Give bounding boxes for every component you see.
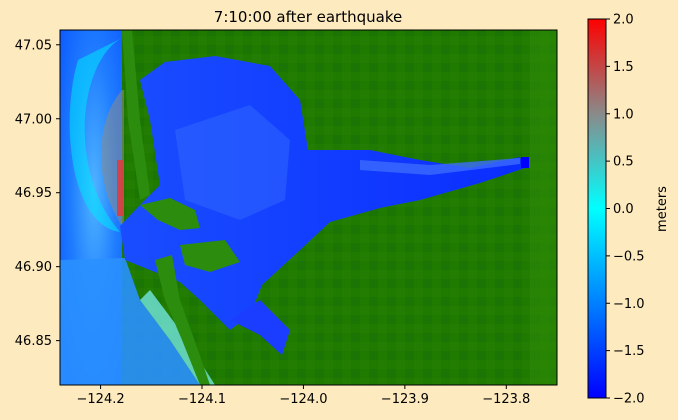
south-spit — [155, 255, 210, 385]
x-tick-label: −123.8 — [482, 392, 530, 407]
y-tick-label: 47.05 — [15, 38, 52, 53]
plot-area — [60, 30, 557, 385]
y-tick-label: 46.85 — [15, 334, 52, 349]
island-west — [140, 198, 200, 230]
colorbar-tick-label: −2.0 — [613, 392, 645, 407]
east-marker — [521, 157, 529, 168]
x-axis: −124.2 −124.1 −124.0 −123.9 −123.8 — [77, 385, 530, 407]
southern-ocean — [60, 258, 200, 385]
ocean-wave-front — [69, 38, 122, 232]
colorbar — [587, 18, 607, 399]
bay-center-light — [175, 105, 290, 220]
colorbar-tick-label: 1.5 — [613, 60, 634, 75]
y-axis: 46.85 46.90 46.95 47.00 47.05 — [15, 38, 60, 349]
colorbar-tick-label: −1.0 — [613, 297, 645, 312]
channel-east — [360, 158, 520, 175]
colorbar-tick-label: 2.0 — [613, 13, 634, 28]
north-spit — [122, 30, 150, 200]
x-tick-label: −123.9 — [381, 392, 429, 407]
y-tick-label: 47.00 — [15, 112, 52, 127]
colorbar-tick-label: 0.0 — [613, 202, 634, 217]
colorbar-label: meters — [655, 186, 670, 232]
colorbar-tick-label: 1.0 — [613, 107, 634, 122]
x-tick-label: −124.1 — [178, 392, 226, 407]
south-channel — [230, 300, 290, 355]
island-south — [180, 240, 240, 272]
colorbar-tick-label: −0.5 — [613, 249, 645, 264]
y-tick-label: 46.90 — [15, 260, 52, 275]
chart-title: 7:10:00 after earthquake — [214, 8, 402, 26]
colorbar-tick-label: −1.5 — [613, 344, 645, 359]
colorbar-axis: 2.0 1.5 1.0 0.5 0.0 −0.5 −1.0 −1.5 −2.0 — [606, 13, 645, 407]
plot-frame — [59, 29, 558, 386]
land-blocky-edge — [530, 30, 557, 385]
x-tick-label: −124.2 — [77, 392, 125, 407]
y-tick-label: 46.95 — [15, 186, 52, 201]
colorbar-tick-label: 0.5 — [613, 155, 634, 170]
x-tick-label: −124.0 — [279, 392, 327, 407]
wave-peak — [117, 160, 123, 216]
